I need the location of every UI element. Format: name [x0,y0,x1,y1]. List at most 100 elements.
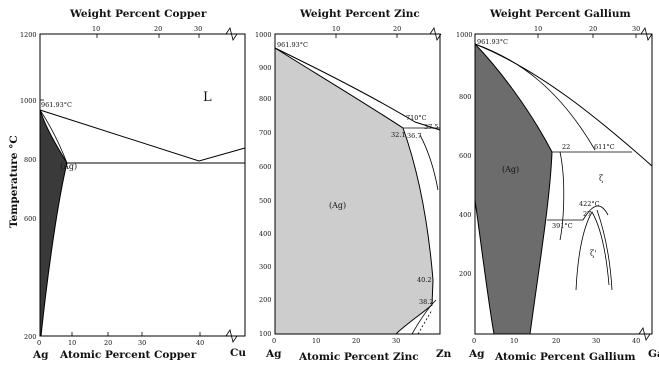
left-axis: 1000 900 800 700 600 500 400 300 200 100 [255,31,272,338]
bottom-tick: 10 [68,339,76,347]
left-tick: 1000 [255,31,272,39]
temperature-label: 422°C [579,200,600,208]
left-tick: 300 [259,263,271,271]
solidus-line [39,109,68,164]
liquidus-line [39,109,246,162]
bottom-tick: 0 [37,339,41,347]
y-axis-label: Temperature °C [8,135,20,228]
phase-boundary-line [419,134,439,191]
bottom-tick: 0 [272,337,276,345]
left-tick: 600 [459,152,471,160]
phase-label: (Ag) [329,201,346,210]
bottom-tick: 30 [392,337,400,345]
bottom-axis: 0 10 20 30 Ag Zn Atomic Percent Zinc [265,337,452,363]
top-tick: 10 [92,25,100,33]
zeta-boundary-1 [582,205,609,221]
left-tick: 200 [459,270,471,278]
zeta-prime-phase-label: ζ' [590,249,597,258]
left-tick: 400 [259,230,271,238]
left-tick: 700 [259,129,271,137]
bottom-tick: 30 [592,337,600,345]
left-element: Ag [32,349,49,361]
axis-break-mark [429,27,442,41]
liquid-label: L [203,90,212,105]
axis-break-mark [640,27,653,41]
axis-break-mark [225,27,238,41]
right-element: Cu [230,347,246,359]
top-tick: 10 [332,25,340,33]
left-element: Ag [468,348,485,360]
panel-ag-ga: Weight Percent Gallium 10 20 30 1000 800… [456,8,659,363]
plot-frame [39,33,246,337]
left-tick: 400 [459,211,471,219]
zeta-phase-label: ζ [599,174,604,183]
left-tick: 600 [24,215,36,223]
right-element: Ga [648,348,659,360]
left-tick: 1000 [20,97,37,105]
temperature-label: 611°C [594,143,615,151]
panel-title: Weight Percent Gallium [489,8,631,20]
bottom-tick: 10 [312,337,320,345]
bottom-axis-label: Atomic Percent Gallium [494,351,635,363]
panel-title: Weight Percent Zinc [299,8,420,20]
composition-label: 27 [583,210,591,218]
lower-boundary [411,299,437,335]
bottom-tick: 10 [510,337,518,345]
top-tick: 20 [393,25,401,33]
top-tick: 30 [632,25,640,33]
liquidus-line [474,43,653,167]
left-tick: 200 [24,333,36,341]
top-axis: 10 20 30 [92,25,238,41]
left-tick: 1200 [20,31,37,39]
melting-point-label: 961.93°C [477,38,508,46]
phase-label: (Ag) [60,162,77,171]
left-tick: 100 [259,330,271,338]
left-tick: 800 [259,95,271,103]
composition-label: 40.2 [417,276,431,284]
panel-ag-cu: Weight Percent Copper 10 20 30 1200 1000… [20,8,246,361]
zeta-boundary-2 [575,211,610,291]
left-tick: 1000 [456,31,473,39]
ag-solid-solution-region [474,42,553,335]
composition-label: 38.2 [419,298,433,306]
left-element: Ag [265,348,282,360]
composition-label: 22 [562,143,570,151]
bottom-axis: 0 10 20 30 40 Ag Ga Atomic Percent Galli… [468,327,659,363]
bottom-axis: 0 10 20 30 40 Ag Cu Atomic Percent Coppe… [32,329,246,361]
phase-label: (Ag) [502,165,519,174]
temperature-label: 710°C [406,114,427,122]
ag-solid-solution-region [39,109,68,337]
left-tick: 800 [459,93,471,101]
melting-point-label: 961.93°C [41,101,72,109]
composition-label: 36.7 [407,132,421,140]
panel-title: Weight Percent Copper [69,8,207,20]
top-axis: 10 20 30 [534,25,653,41]
top-tick: 10 [534,25,542,33]
top-axis: 10 20 [332,25,442,41]
left-tick: 600 [259,163,271,171]
temperature-label: 391°C [552,222,573,230]
top-tick: 30 [194,25,202,33]
right-element: Zn [436,348,452,360]
liquidus-line [274,47,441,131]
dashed-boundary [417,309,433,335]
bottom-tick: 40 [196,339,204,347]
top-tick: 20 [154,25,162,33]
left-tick: 500 [259,197,271,205]
panel-ag-zn: Weight Percent Zinc 10 20 1000 900 800 7… [255,8,452,363]
composition-label: 32.1 [391,131,405,139]
ag-solid-solution-region [274,47,434,335]
left-tick: 200 [259,296,271,304]
phase-boundary [559,151,565,241]
left-tick: 800 [24,156,36,164]
bottom-tick: 20 [352,337,360,345]
bottom-axis-label: Atomic Percent Zinc [298,351,419,363]
bottom-tick: 30 [138,339,146,347]
left-axis: 1000 800 600 400 200 [456,31,473,278]
bottom-tick: 40 [632,337,640,345]
liquidus-line-2 [474,43,596,151]
left-tick: 900 [259,64,271,72]
axis-break-mark [225,329,238,343]
zeta-boundary-3 [596,209,613,291]
